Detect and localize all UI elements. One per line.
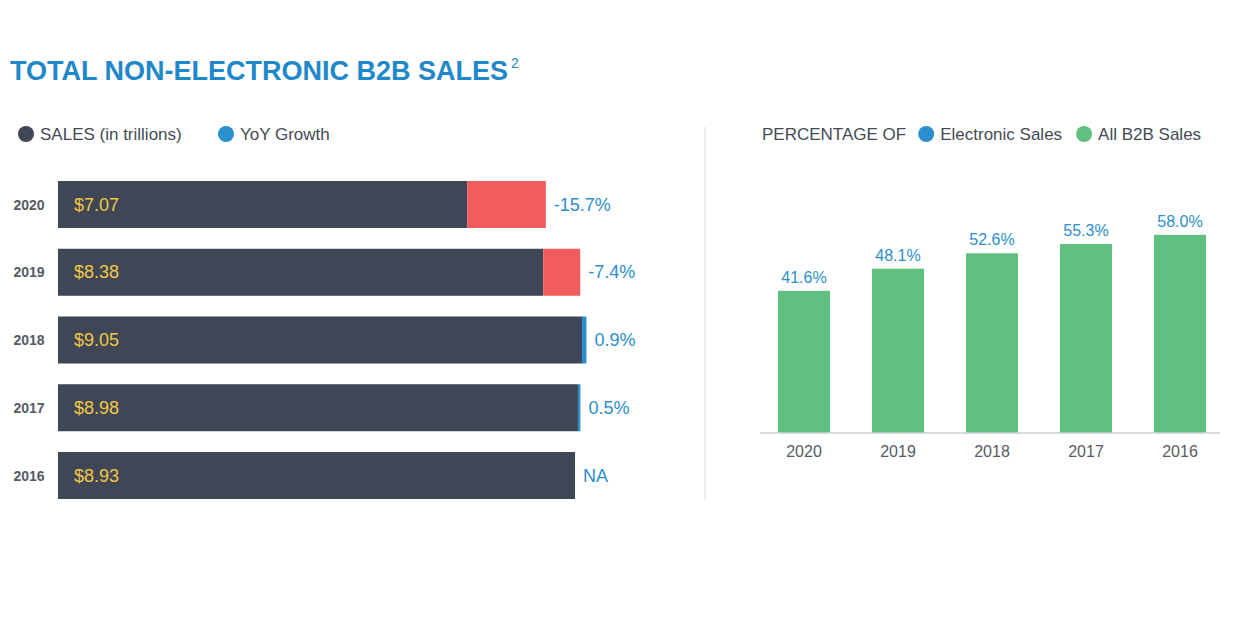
- x-axis: [760, 432, 1220, 434]
- growth-bar: [467, 181, 546, 228]
- data-label: 58.0%: [1157, 213, 1202, 230]
- bar: [58, 384, 578, 431]
- legend: SALES (in trillions) YoY Growth: [18, 125, 330, 144]
- labels: 2020 $7.07 -15.7% 2019 $8.38 -7.4% 2018 $9.05 0.…: [13, 195, 635, 486]
- data-label: 0.5%: [588, 398, 629, 418]
- legend-swatch: [218, 126, 234, 142]
- labels: 41.6% 48.1% 52.6% 55.3% 58.0% 2020 2019 2018 201…: [781, 213, 1202, 460]
- category-label: 2016: [13, 468, 44, 484]
- category-label: 2018: [974, 443, 1010, 460]
- category-label: 2016: [1162, 443, 1198, 460]
- data-label: 41.6%: [781, 269, 826, 286]
- data-label: -15.7%: [554, 195, 611, 215]
- bar: [872, 269, 924, 433]
- category-label: 2018: [13, 332, 44, 348]
- legend-swatch: [918, 126, 934, 142]
- legend-swatch: [18, 126, 34, 142]
- bar: [1154, 235, 1206, 433]
- title: TOTAL NON-ELECTRONIC B2B SALES: [10, 56, 508, 86]
- category-label: 2017: [1068, 443, 1104, 460]
- plot-area: [778, 235, 1206, 433]
- legend: PERCENTAGE OF Electronic Sales All B2B Sal…: [762, 125, 1201, 144]
- legend-label: SALES (in trillions): [40, 125, 182, 144]
- category-label: 2019: [13, 264, 44, 280]
- legend-label: Electronic Sales: [940, 125, 1062, 144]
- divider: [705, 127, 706, 500]
- category-label: 2020: [13, 197, 44, 213]
- data-label: 52.6%: [969, 231, 1014, 248]
- data-label: $7.07: [74, 195, 119, 215]
- data-label: 55.3%: [1063, 222, 1108, 239]
- bar: [778, 291, 830, 433]
- legend-label: YoY Growth: [240, 125, 330, 144]
- growth-bar: [543, 249, 580, 296]
- data-label: $8.98: [74, 398, 119, 418]
- data-label: 48.1%: [875, 247, 920, 264]
- bar: [966, 253, 1018, 433]
- bar: [58, 181, 467, 228]
- legend-label: All B2B Sales: [1098, 125, 1201, 144]
- data-label: -7.4%: [588, 262, 635, 282]
- plot-area: [58, 181, 586, 499]
- data-label: $9.05: [74, 330, 119, 350]
- category-label: 2017: [13, 400, 44, 416]
- legend-title: PERCENTAGE OF: [762, 125, 906, 144]
- legend-swatch: [1076, 126, 1092, 142]
- category-label: 2019: [880, 443, 916, 460]
- chart-canvas: TOTAL NON-ELECTRONIC B2B SALES2 SALES (in…: [0, 0, 1260, 630]
- data-label: $8.93: [74, 466, 119, 486]
- bar: [58, 317, 582, 364]
- data-label: $8.38: [74, 262, 119, 282]
- category-label: 2020: [786, 443, 822, 460]
- growth-bar: [582, 317, 587, 364]
- bar: [58, 452, 575, 499]
- bar: [1060, 244, 1112, 433]
- data-label: 0.9%: [594, 330, 635, 350]
- footnote-mark: 2: [511, 55, 519, 71]
- growth-bar: [578, 384, 581, 431]
- data-label: NA: [583, 466, 608, 486]
- bar: [58, 249, 543, 296]
